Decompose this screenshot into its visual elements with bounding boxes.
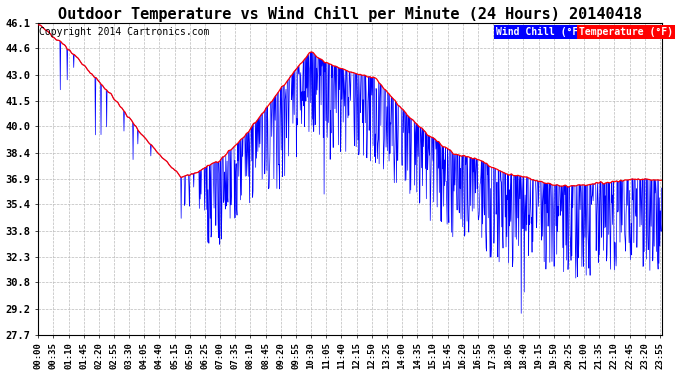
Text: Wind Chill (°F): Wind Chill (°F) bbox=[496, 27, 584, 38]
Text: Temperature (°F): Temperature (°F) bbox=[579, 27, 673, 38]
Title: Outdoor Temperature vs Wind Chill per Minute (24 Hours) 20140418: Outdoor Temperature vs Wind Chill per Mi… bbox=[58, 6, 642, 21]
Text: Copyright 2014 Cartronics.com: Copyright 2014 Cartronics.com bbox=[39, 27, 210, 38]
